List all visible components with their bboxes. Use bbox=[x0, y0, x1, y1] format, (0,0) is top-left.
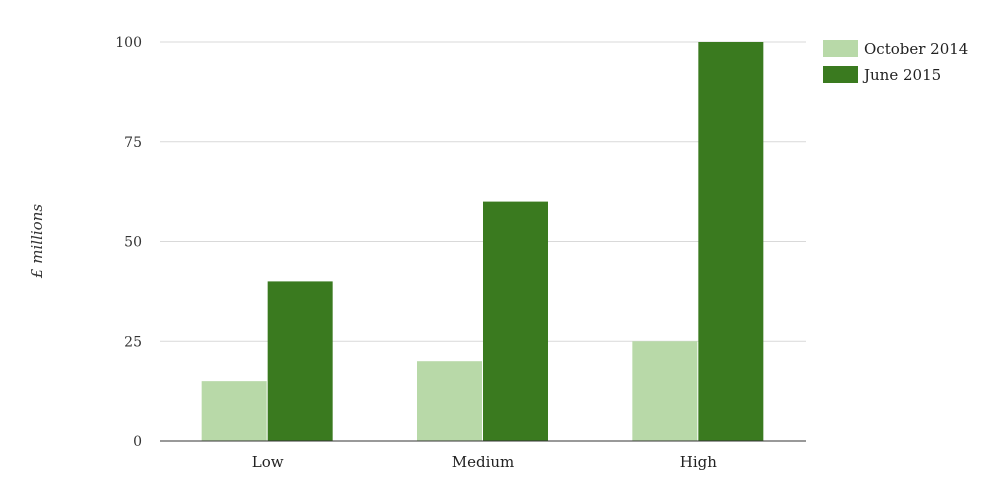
bars bbox=[201, 42, 764, 441]
bar-october-2014-high bbox=[632, 341, 698, 441]
legend-swatch bbox=[823, 66, 858, 83]
bar-october-2014-low bbox=[201, 381, 267, 441]
y-tick-label: 75 bbox=[124, 135, 142, 151]
bar-june-2015-low bbox=[267, 281, 333, 441]
y-axis-label: £ millions bbox=[28, 204, 46, 279]
legend-label: October 2014 bbox=[864, 40, 968, 58]
y-axis-ticks: 0 25 50 75 100 bbox=[115, 35, 142, 450]
bar-june-2015-medium bbox=[483, 201, 548, 441]
x-tick-label: Low bbox=[252, 453, 284, 471]
bar-october-2014-medium bbox=[417, 361, 482, 441]
y-tick-label: 50 bbox=[124, 235, 142, 251]
legend-swatch bbox=[823, 40, 858, 57]
legend: October 2014 June 2015 bbox=[823, 40, 968, 84]
x-tick-label: High bbox=[680, 453, 717, 471]
x-axis-ticks: Low Medium High bbox=[252, 453, 717, 471]
y-tick-label: 0 bbox=[133, 434, 142, 450]
x-tick-label: Medium bbox=[452, 453, 515, 471]
y-tick-label: 100 bbox=[115, 35, 142, 51]
legend-label: June 2015 bbox=[862, 66, 941, 84]
y-tick-label: 25 bbox=[124, 334, 142, 350]
bar-june-2015-high bbox=[698, 42, 764, 441]
